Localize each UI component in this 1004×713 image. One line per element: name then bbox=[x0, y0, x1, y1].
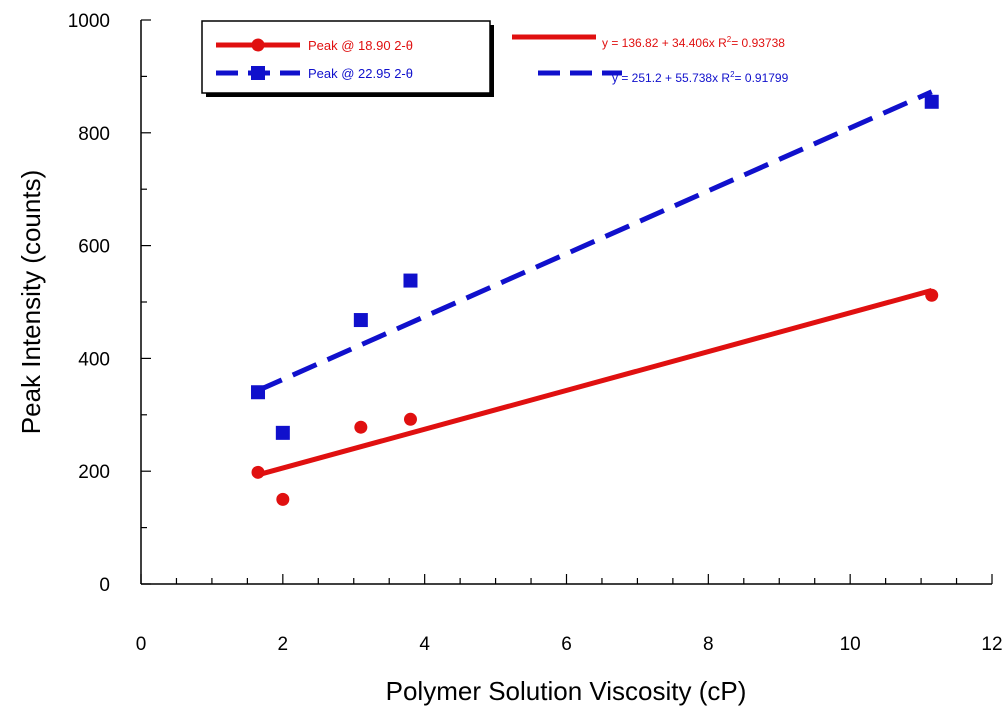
fit-line-series-1 bbox=[257, 288, 933, 478]
legend-marker-series-1 bbox=[251, 38, 265, 52]
tick-labels: 0 2 4 6 8 10 12 0 200 400 600 800 1000 bbox=[68, 11, 1003, 655]
y-tick-label: 0 bbox=[99, 575, 110, 596]
data-point-series-2 bbox=[251, 385, 266, 400]
legend-label-series-1: Peak @ 18.90 2-θ bbox=[308, 38, 413, 53]
y-tick-label: 1000 bbox=[68, 11, 110, 32]
data-point-series-2 bbox=[403, 273, 418, 288]
fit-lines bbox=[256, 89, 933, 478]
legend-marker-series-2 bbox=[251, 66, 265, 80]
legend-box bbox=[201, 20, 491, 94]
data-point-series-1 bbox=[251, 465, 265, 479]
data-point-series-1 bbox=[354, 420, 368, 434]
data-point-series-1 bbox=[276, 492, 290, 506]
axis-ticks bbox=[140, 19, 993, 585]
data-point-series-2 bbox=[353, 313, 368, 328]
y-axis-title: Peak Intensity (counts) bbox=[16, 170, 46, 434]
data-point-series-2 bbox=[275, 425, 290, 440]
y-tick-label: 400 bbox=[78, 349, 110, 370]
x-tick-label: 8 bbox=[703, 634, 714, 655]
x-tick-label: 10 bbox=[840, 634, 861, 655]
data-markers bbox=[251, 94, 939, 506]
x-tick-label: 2 bbox=[278, 634, 289, 655]
data-point-series-1 bbox=[925, 288, 939, 302]
legend: Peak @ 18.90 2-θ Peak @ 22.95 2-θ bbox=[201, 20, 494, 97]
equation-text-series-1: y = 136.82 + 34.406x R2= 0.93738 bbox=[602, 35, 785, 50]
y-tick-label: 200 bbox=[78, 462, 110, 483]
x-tick-label: 12 bbox=[981, 634, 1002, 655]
data-point-series-2 bbox=[924, 94, 939, 109]
equation-text-series-2: y = 251.2 + 55.738x R2= 0.91799 bbox=[612, 70, 789, 85]
x-tick-label: 0 bbox=[136, 634, 147, 655]
y-tick-label: 800 bbox=[78, 124, 110, 145]
x-tick-label: 4 bbox=[419, 634, 430, 655]
x-tick-label: 6 bbox=[561, 634, 572, 655]
fit-equations: y = 136.82 + 34.406x R2= 0.93738 y = 251.… bbox=[512, 34, 789, 85]
y-tick-label: 600 bbox=[78, 237, 110, 258]
legend-label-series-2: Peak @ 22.95 2-θ bbox=[308, 66, 413, 81]
data-point-series-1 bbox=[403, 412, 417, 426]
fit-line-series-2 bbox=[256, 89, 933, 393]
x-axis-title: Polymer Solution Viscosity (cP) bbox=[386, 676, 747, 706]
